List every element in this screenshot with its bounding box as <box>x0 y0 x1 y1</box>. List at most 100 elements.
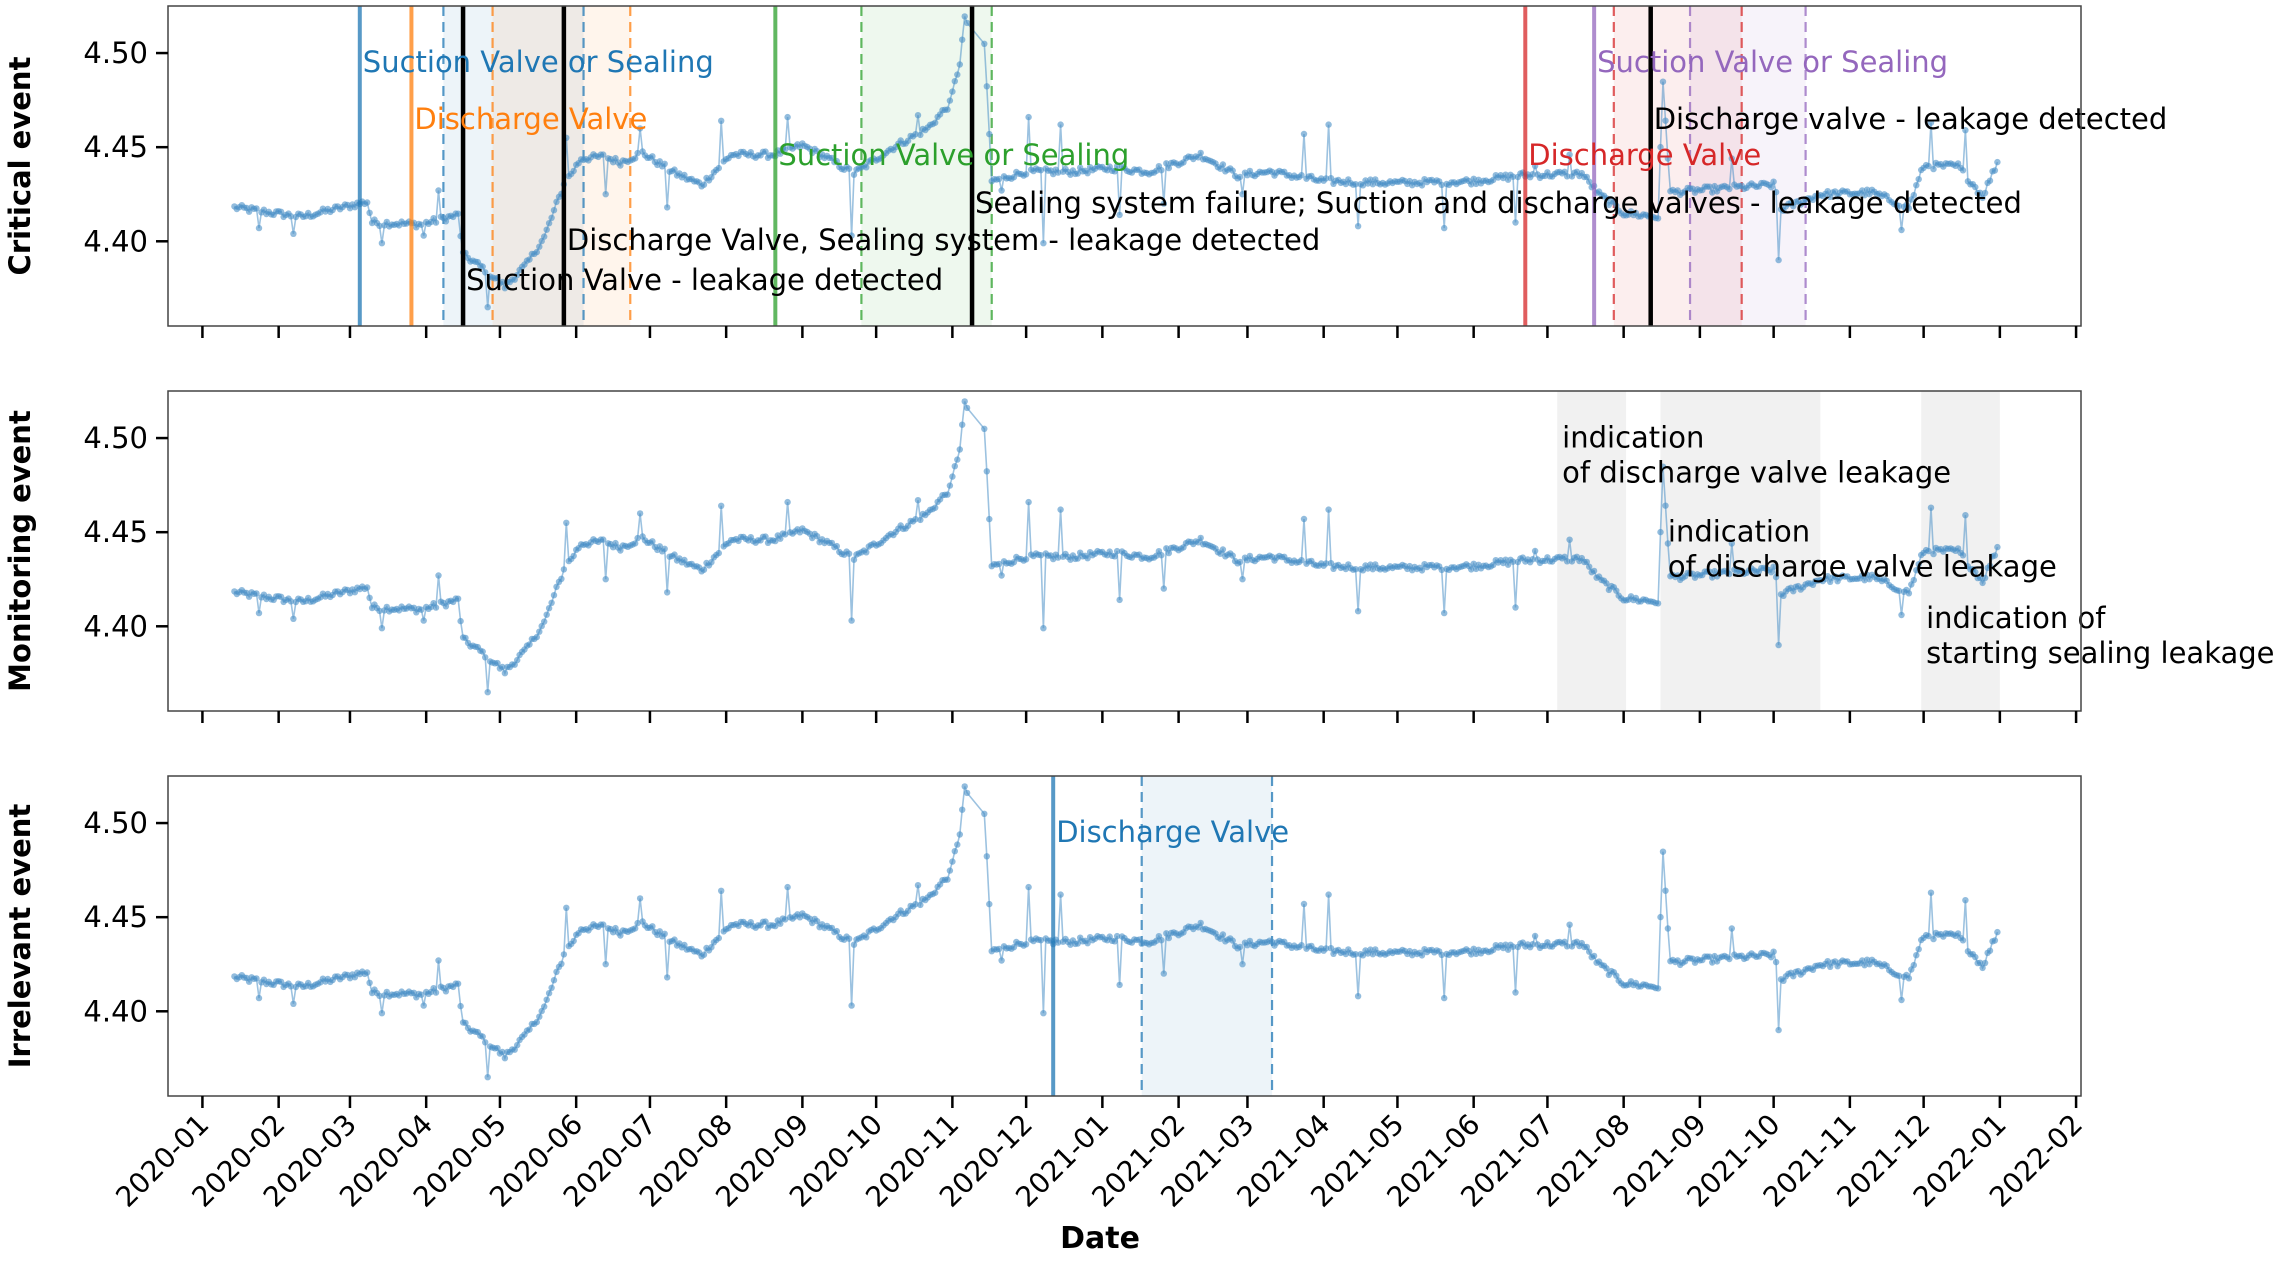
event-span <box>1141 776 1273 1096</box>
data-point <box>1470 945 1477 952</box>
data-point <box>1972 183 1979 191</box>
data-point <box>1074 940 1082 947</box>
data-point <box>1930 165 1937 173</box>
data-point <box>1706 183 1713 190</box>
data-point <box>949 88 956 95</box>
data-point <box>983 83 990 90</box>
data-point <box>986 515 993 523</box>
data-point <box>1512 219 1519 226</box>
data-point <box>1662 887 1669 894</box>
data-point <box>1925 547 1932 555</box>
data-point <box>1074 170 1082 177</box>
data-point <box>848 1002 855 1009</box>
data-point <box>995 560 1003 568</box>
data-point <box>494 1044 501 1052</box>
event-label: Suction Valve - leakage detected <box>466 263 943 297</box>
data-point <box>418 991 425 998</box>
data-point <box>912 516 919 523</box>
data-point <box>1962 512 1969 519</box>
data-point <box>1915 176 1922 183</box>
data-point <box>904 907 912 914</box>
data-point <box>1438 566 1445 574</box>
annotation-text: indication of <box>1926 601 2106 635</box>
data-point <box>533 1018 540 1026</box>
data-point <box>617 162 624 169</box>
data-point <box>1468 566 1475 573</box>
data-point <box>600 536 607 543</box>
data-point <box>762 148 769 155</box>
data-point <box>1895 202 1903 209</box>
data-point <box>708 559 715 566</box>
data-point <box>1219 931 1227 938</box>
data-point <box>1531 932 1539 940</box>
data-point <box>1959 167 1967 174</box>
data-point <box>813 918 821 925</box>
data-point <box>1529 941 1536 948</box>
data-point <box>959 421 966 428</box>
data-point <box>917 131 924 139</box>
data-point <box>1664 925 1672 932</box>
data-point <box>1040 1010 1047 1017</box>
data-point <box>932 119 939 126</box>
data-point <box>1930 935 1937 943</box>
data-point <box>499 278 506 286</box>
data-point <box>1664 155 1672 162</box>
data-point <box>432 219 440 226</box>
data-point <box>1770 178 1777 185</box>
data-point <box>1037 937 1045 944</box>
data-point <box>526 256 533 263</box>
data-point <box>1861 192 1868 199</box>
data-point <box>951 463 958 470</box>
data-point <box>1586 178 1593 185</box>
data-point <box>570 937 577 945</box>
data-point <box>501 670 509 677</box>
data-point <box>1586 563 1593 570</box>
data-point <box>484 689 491 696</box>
data-point <box>1770 948 1777 955</box>
data-point <box>378 240 386 247</box>
data-point <box>944 876 951 883</box>
data-point <box>718 887 725 894</box>
data-point <box>550 207 558 214</box>
data-point <box>649 923 656 930</box>
data-point <box>1322 175 1330 182</box>
data-point <box>1509 173 1517 180</box>
data-point <box>1322 560 1330 567</box>
data-point <box>287 983 295 990</box>
data-point <box>995 175 1003 183</box>
data-point <box>560 566 568 573</box>
y-tick-label: 4.45 <box>83 130 148 164</box>
data-point <box>1111 938 1118 945</box>
data-point <box>1470 175 1477 182</box>
data-point <box>1726 570 1733 578</box>
data-point <box>1986 562 1994 569</box>
data-point <box>813 148 821 155</box>
y-axis-label: Irrelevant event <box>3 804 37 1069</box>
data-point <box>1659 848 1667 855</box>
data-point <box>1160 585 1168 592</box>
data-point <box>700 951 708 958</box>
data-point <box>1772 188 1780 196</box>
data-point <box>1711 952 1718 960</box>
data-point <box>664 974 671 981</box>
data-point <box>1770 563 1777 570</box>
data-point <box>1861 577 1868 584</box>
event-span <box>1660 391 1821 711</box>
data-point <box>1054 169 1062 176</box>
data-point <box>1369 566 1377 573</box>
data-point <box>570 167 577 175</box>
data-point <box>1468 951 1475 958</box>
data-point <box>944 491 951 498</box>
data-point <box>833 157 840 165</box>
data-point <box>432 604 440 611</box>
data-point <box>1165 549 1173 557</box>
data-point <box>1327 560 1335 567</box>
data-point <box>636 125 644 132</box>
data-point <box>656 158 663 165</box>
data-point <box>442 603 450 610</box>
data-point <box>1603 195 1610 202</box>
data-point <box>442 988 450 995</box>
axes-frame <box>167 775 2082 1097</box>
data-point <box>656 543 663 550</box>
data-point <box>1613 202 1620 209</box>
